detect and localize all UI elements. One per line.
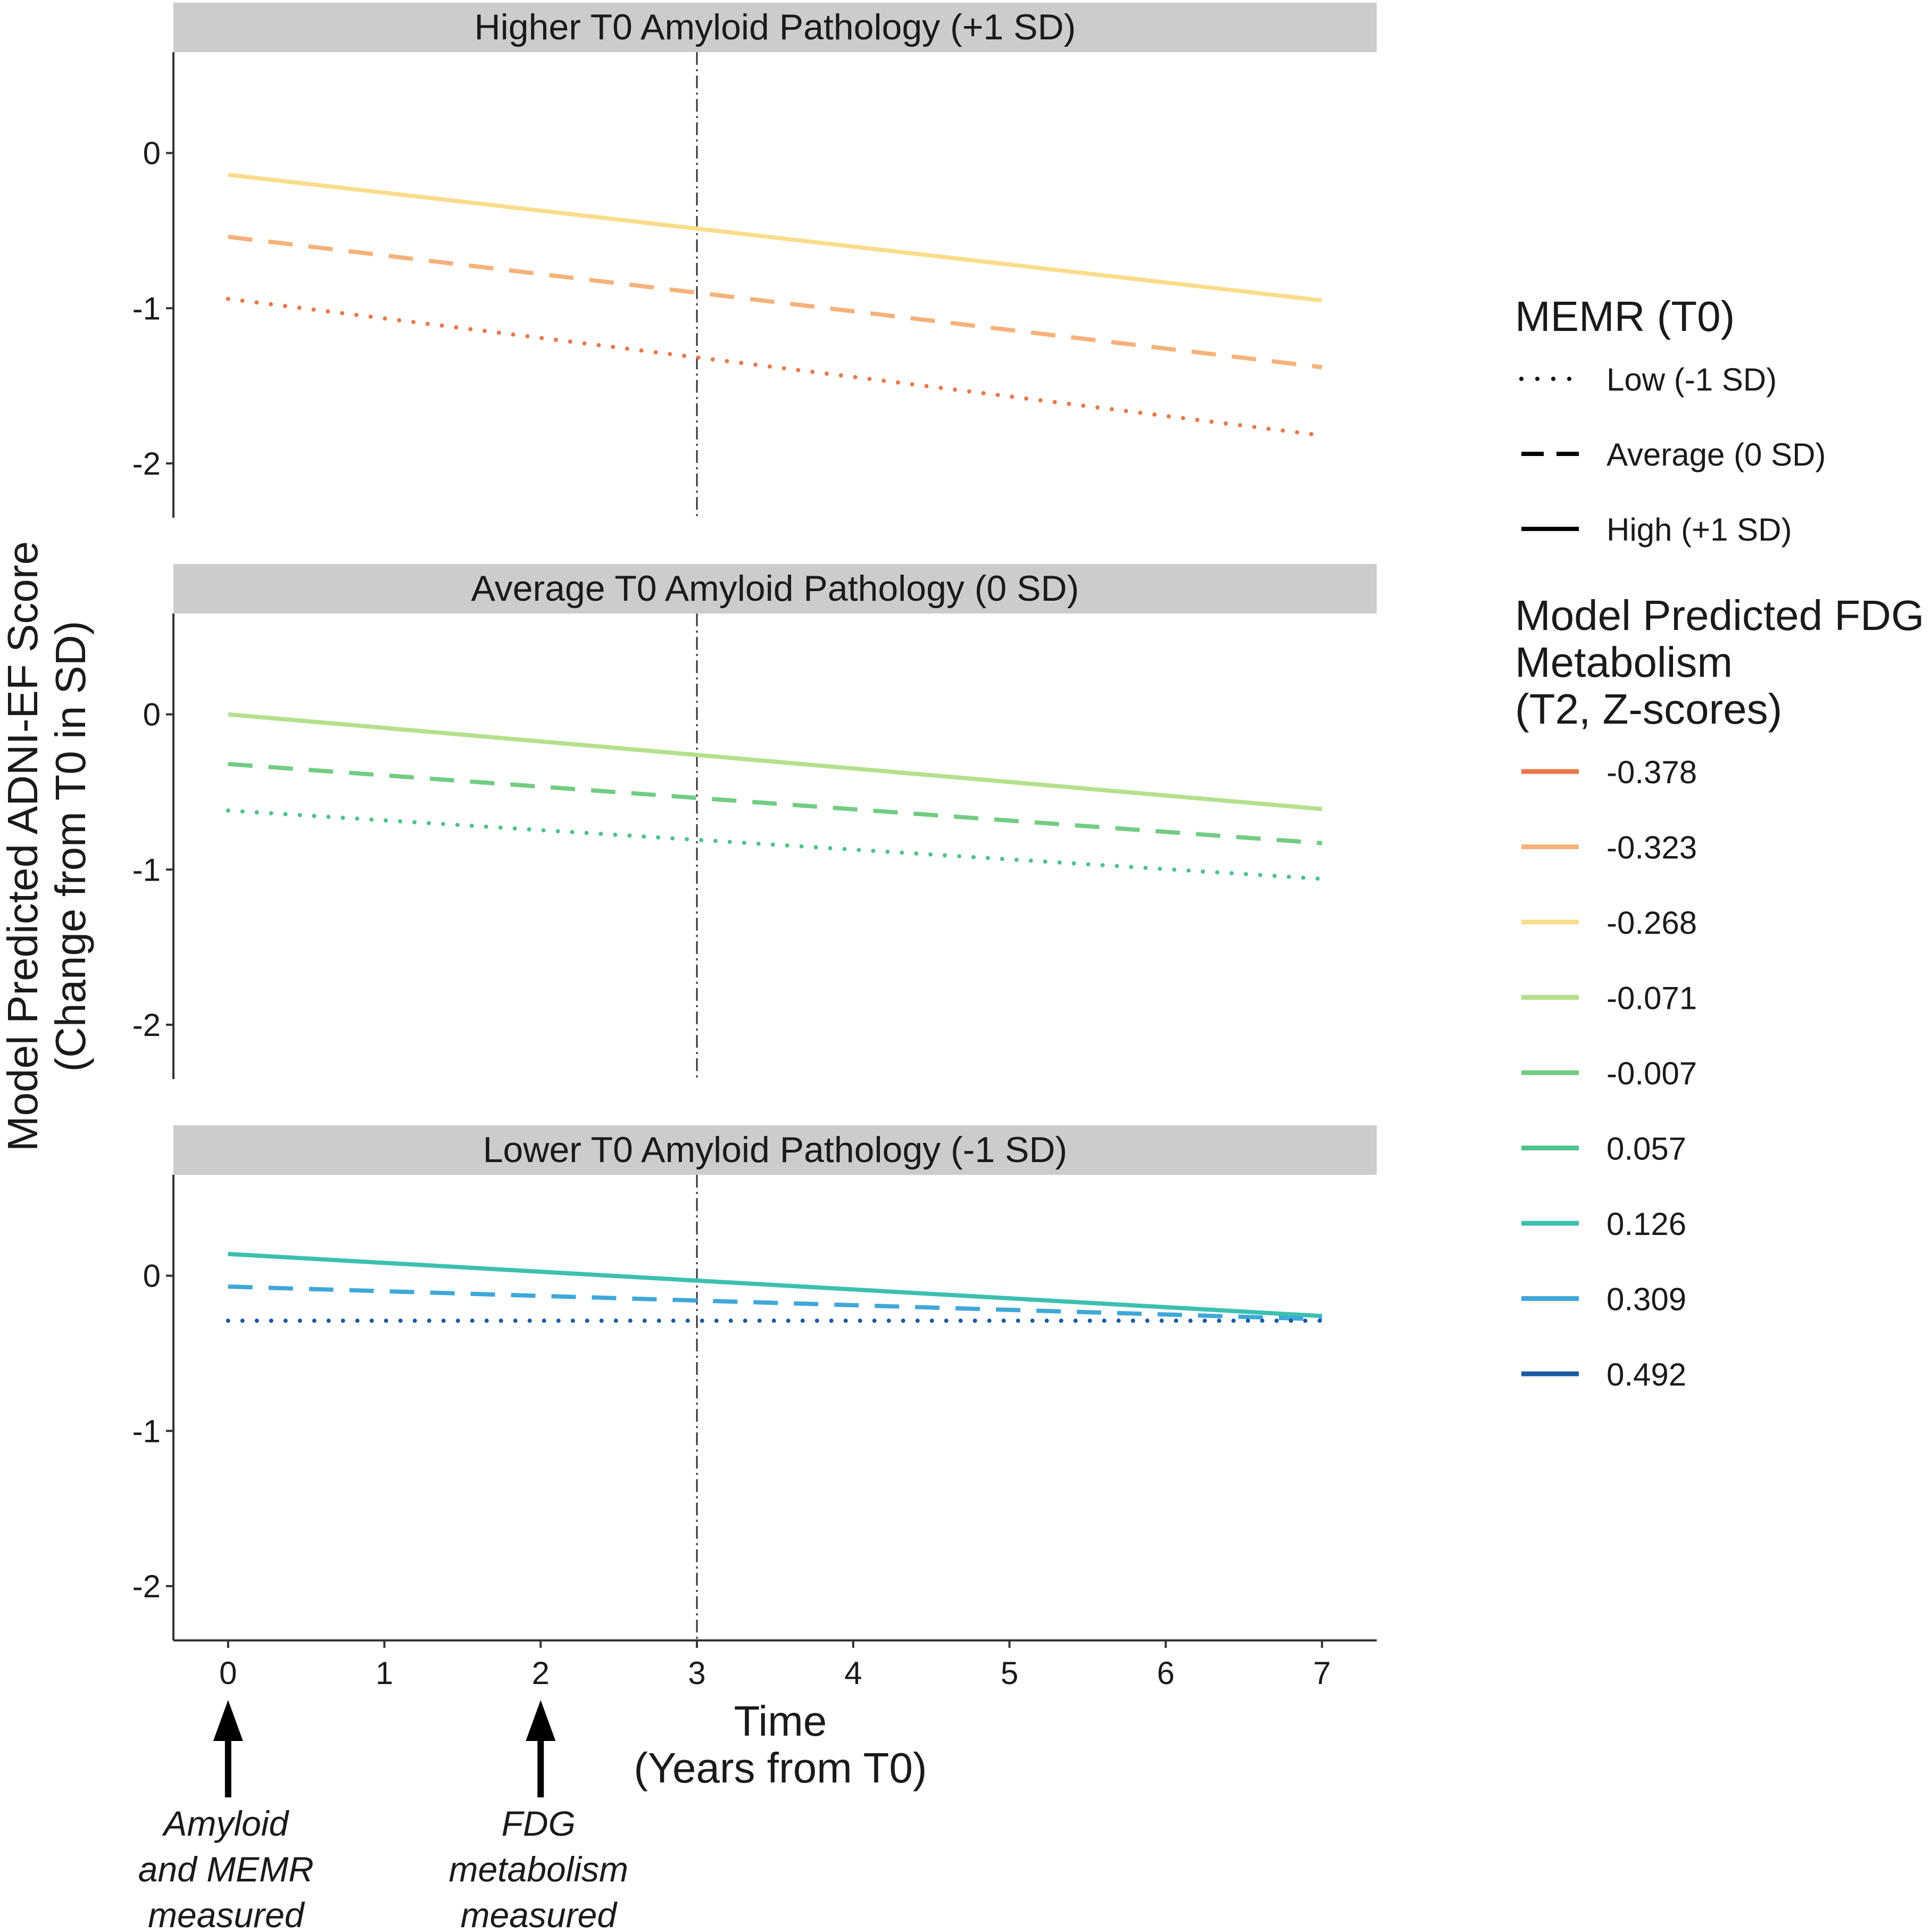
y-tick-label: -1: [132, 291, 161, 326]
series-line-dotted: [226, 808, 1325, 881]
x-tick-label: 7: [1313, 1655, 1330, 1691]
legend-label: 0.126: [1607, 1206, 1686, 1242]
legend-label: 0.309: [1607, 1282, 1686, 1317]
x-axis-title: Time: [734, 1697, 827, 1745]
y-tick-label: 0: [143, 136, 161, 171]
legend-memr: MEMR (T0) Low (-1 SD) Average (0 SD) High …: [1515, 293, 1826, 548]
legend-fdg-title: Model Predicted FDG: [1515, 592, 1924, 639]
y-tick-label: -1: [132, 852, 161, 888]
y-tick-label: -2: [132, 1007, 161, 1043]
x-tick-label: 1: [376, 1655, 393, 1691]
facet-title: Lower T0 Amyloid Pathology (-1 SD): [483, 1130, 1068, 1170]
series-line-dashed: [228, 235, 1322, 370]
facet-title: Average T0 Amyloid Pathology (0 SD): [471, 568, 1079, 609]
legend-label: -0.007: [1607, 1056, 1697, 1091]
y-axis-title: Model Predicted ADNI-EF Score: [0, 541, 46, 1151]
series-line-solid: [228, 1251, 1322, 1319]
time-annotations: Amyloid and MEMR measured FDG metabolism meas…: [138, 1700, 628, 1932]
series-line-dashed: [228, 1284, 1322, 1322]
series-line-dashed: [228, 761, 1322, 845]
annotation-text: metabolism: [449, 1850, 628, 1889]
legend-label: -0.378: [1607, 754, 1697, 790]
facet-panel-1: Higher T0 Amyloid Pathology (+1 SD) 0 -1 -2: [132, 3, 1377, 518]
facet-strip: [173, 1125, 1377, 1175]
x-tick-label: 6: [1157, 1655, 1175, 1691]
y-axis-subtitle: (Change from T0 in SD): [47, 621, 94, 1072]
annotation-text: FDG: [502, 1804, 576, 1843]
legend-label: 0.057: [1607, 1131, 1686, 1167]
legend-label: -0.268: [1607, 905, 1697, 941]
annotation-text: measured: [148, 1895, 305, 1932]
legend-label: High (+1 SD): [1607, 512, 1792, 548]
facet-title: Higher T0 Amyloid Pathology (+1 SD): [475, 7, 1076, 47]
y-tick-label: 0: [143, 697, 161, 733]
x-tick-label: 0: [219, 1655, 237, 1691]
series-line-solid: [228, 172, 1322, 303]
facet-strip: [173, 3, 1377, 52]
series-line-dotted: [226, 296, 1325, 438]
annotation-text: and MEMR: [138, 1850, 314, 1889]
series-line-solid: [228, 712, 1322, 811]
annotation-2: FDG metabolism measured: [449, 1700, 628, 1932]
y-tick-label: 0: [143, 1258, 161, 1294]
facet-strip: [173, 564, 1377, 613]
annotation-1: Amyloid and MEMR measured: [138, 1700, 314, 1932]
x-tick-label: 4: [844, 1655, 862, 1691]
legend-label: -0.323: [1607, 830, 1697, 866]
x-axis: 0 1 2 3 4 5 6 7: [173, 1639, 1377, 1691]
y-tick-label: -2: [132, 1569, 161, 1604]
x-tick-label: 2: [532, 1655, 550, 1691]
facet-panel-2: Average T0 Amyloid Pathology (0 SD) 0 -1 -2: [132, 564, 1377, 1079]
annotation-text: measured: [461, 1895, 618, 1932]
facet-panels: Higher T0 Amyloid Pathology (+1 SD) 0 -1 -2…: [132, 3, 1377, 1640]
arrow-up-icon: [526, 1700, 556, 1741]
legend-label: Low (-1 SD): [1607, 362, 1777, 397]
x-axis-subtitle: (Years from T0): [634, 1744, 927, 1792]
facet-panel-3: Lower T0 Amyloid Pathology (-1 SD) 0 -1 -2: [132, 1125, 1377, 1640]
x-tick-label: 3: [688, 1655, 705, 1691]
legend-fdg-title: Metabolism: [1515, 639, 1733, 686]
legend-label: Average (0 SD): [1607, 437, 1826, 472]
y-tick-label: -1: [132, 1413, 161, 1449]
legend-label: -0.071: [1607, 981, 1697, 1016]
x-tick-label: 5: [1001, 1655, 1018, 1691]
legend-memr-title: MEMR (T0): [1515, 293, 1735, 340]
legend-fdg-title: (T2, Z-scores): [1515, 685, 1782, 733]
annotation-text: Amyloid: [161, 1804, 289, 1843]
legend-label: 0.492: [1607, 1357, 1686, 1392]
y-tick-label: -2: [132, 446, 161, 482]
arrow-up-icon: [213, 1700, 243, 1741]
